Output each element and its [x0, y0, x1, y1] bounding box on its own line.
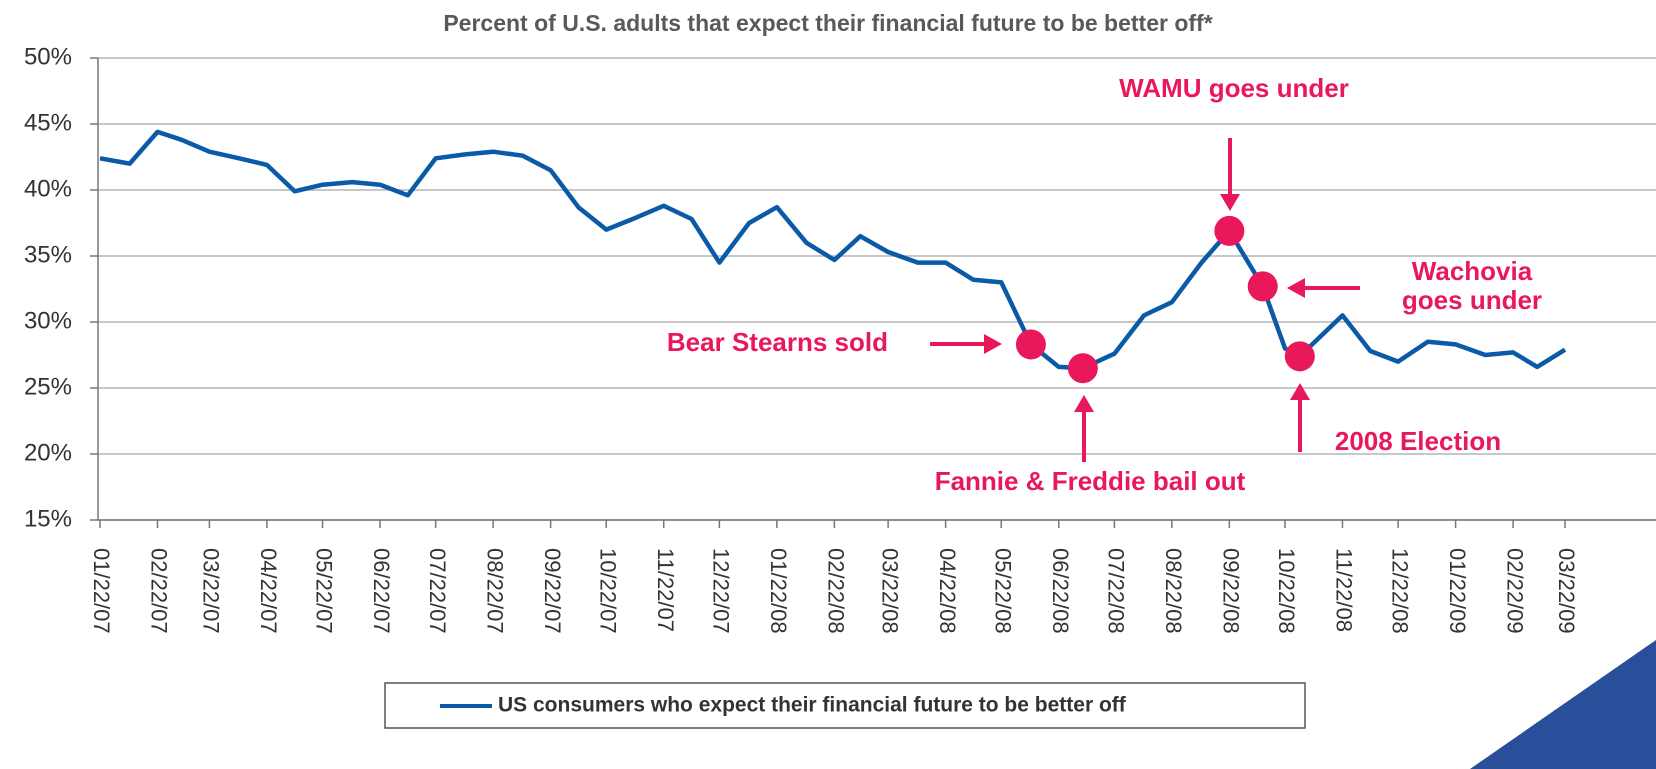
x-tick-label: 12/22/07	[709, 548, 734, 634]
x-tick-label: 04/22/07	[256, 548, 281, 634]
y-tick-label: 25%	[24, 373, 72, 400]
y-tick-label: 40%	[24, 175, 72, 202]
x-tick-label: 07/22/07	[425, 548, 450, 634]
event-marker	[1015, 329, 1046, 360]
series-line	[99, 129, 1567, 371]
y-tick-label: 30%	[24, 307, 72, 334]
x-tick-label: 04/22/08	[935, 548, 960, 634]
x-tick-label: 01/22/07	[89, 548, 114, 634]
x-tick-label: 11/22/07	[653, 548, 678, 632]
x-tick-label: 11/22/08	[1332, 548, 1357, 632]
annotation-line: goes under	[1402, 285, 1542, 315]
x-tick-label: 06/22/07	[369, 548, 394, 634]
decoration	[1470, 640, 1656, 769]
annotation: WAMU goes under	[1119, 73, 1349, 103]
x-tick-label: 06/22/08	[1048, 548, 1073, 634]
event-marker	[1284, 341, 1315, 372]
x-tick-label: 01/22/08	[766, 548, 791, 634]
annotations: Bear Stearns sold Fannie & Freddie bail …	[667, 73, 1542, 496]
annotation: Bear Stearns sold	[667, 327, 888, 357]
legend-box	[384, 682, 1306, 729]
x-tick-label: 05/22/08	[990, 548, 1015, 634]
annotation: Fannie & Freddie bail out	[935, 466, 1246, 496]
x-tick-label: 10/22/07	[595, 548, 620, 634]
x-tick-label: 02/22/09	[1502, 548, 1527, 634]
plot	[99, 129, 1567, 384]
arrows	[930, 138, 1360, 462]
y-tick-label: 35%	[24, 241, 72, 268]
x-tick-label: 09/22/08	[1219, 548, 1244, 634]
x-tick-label: 10/22/08	[1274, 548, 1299, 634]
legend-label: US consumers who expect their financial …	[498, 694, 1127, 717]
axes: 15% 20% 25% 30% 35% 40% 45% 50% 01/22/07 02/22/07…	[24, 43, 1656, 634]
x-tick-label: 07/22/08	[1104, 548, 1129, 634]
x-tick-label: 03/22/08	[877, 548, 902, 634]
chart-title: Percent of U.S. adults that expect their…	[443, 10, 1212, 36]
y-tick-label: 50%	[24, 43, 72, 70]
event-marker	[1247, 271, 1278, 302]
y-tick-label: 45%	[24, 109, 72, 136]
x-tick-label: 12/22/08	[1387, 548, 1412, 634]
x-tick-label: 03/22/07	[199, 548, 224, 634]
event-marker	[1214, 215, 1245, 246]
annotation: Wachovia goes under	[1402, 256, 1542, 315]
event-marker	[1067, 353, 1098, 384]
x-tick-label: 08/22/08	[1161, 548, 1186, 634]
x-tick-label: 02/22/08	[824, 548, 849, 634]
x-tick-label: 01/22/09	[1445, 548, 1470, 634]
annotation: 2008 Election	[1335, 426, 1501, 456]
y-tick-label: 15%	[24, 505, 72, 532]
x-tick-label: 02/22/07	[147, 548, 172, 634]
x-tick-label: 08/22/07	[482, 548, 507, 634]
x-tick-label: 03/22/09	[1554, 548, 1579, 634]
y-tick-label: 20%	[24, 439, 72, 466]
x-tick-label: 09/22/07	[540, 548, 565, 634]
x-tick-label: 05/22/07	[312, 548, 337, 634]
annotation-line: Wachovia	[1412, 256, 1533, 286]
